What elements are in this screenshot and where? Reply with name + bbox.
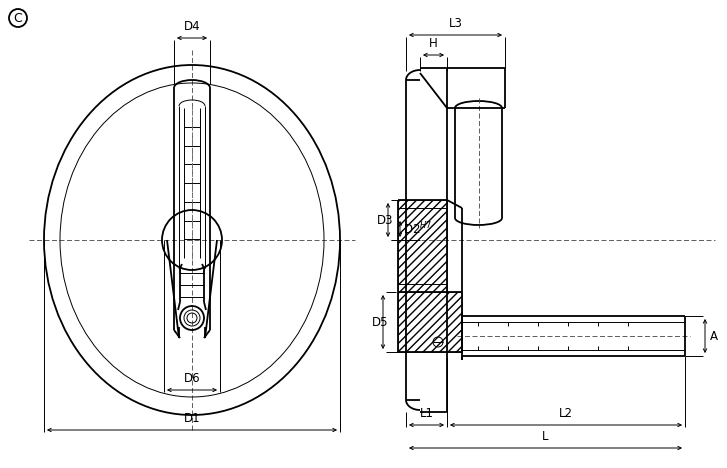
Text: H: H xyxy=(429,37,438,50)
Text: A: A xyxy=(710,329,718,343)
Text: D4: D4 xyxy=(184,20,201,33)
Text: D2$^{H7}$: D2$^{H7}$ xyxy=(403,221,433,237)
Text: D3: D3 xyxy=(377,213,393,227)
Text: D1: D1 xyxy=(184,412,201,425)
Text: L: L xyxy=(542,430,549,443)
Text: L3: L3 xyxy=(449,17,462,30)
Text: D5: D5 xyxy=(371,315,388,329)
Text: C: C xyxy=(14,12,23,24)
Text: D6: D6 xyxy=(184,372,201,385)
Bar xyxy=(398,200,447,292)
Text: L1: L1 xyxy=(419,407,433,420)
Text: L2: L2 xyxy=(559,407,573,420)
